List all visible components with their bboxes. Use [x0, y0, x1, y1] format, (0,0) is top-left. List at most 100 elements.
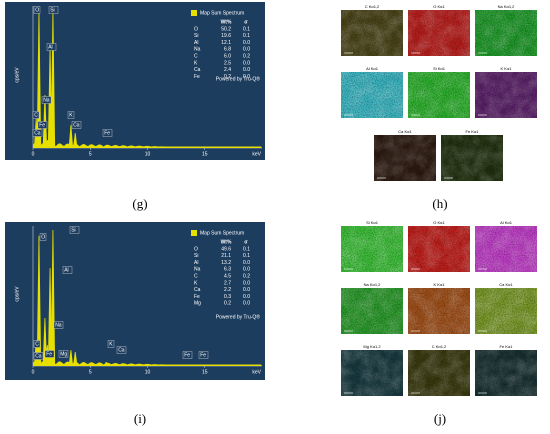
peak-label: Si — [50, 7, 54, 13]
table-cell: 0.1 — [243, 33, 250, 39]
x-unit: keV — [252, 151, 261, 157]
map-title: Fe Kα1 — [466, 129, 480, 134]
spectrum-peak — [104, 362, 109, 366]
peak-label: Si — [71, 227, 75, 233]
table-cell: Ca — [194, 287, 201, 293]
map-texture — [341, 288, 403, 334]
table-cell: 6.0 — [224, 54, 231, 60]
peak-label-box — [71, 121, 82, 129]
table-cell: C — [194, 274, 198, 280]
spectrum-peak — [68, 125, 74, 148]
map-title: Ca Kα1 — [398, 129, 412, 134]
table-cell: 0.1 — [243, 253, 250, 259]
table-cell: 0.0 — [243, 260, 250, 266]
peak-label-box — [116, 346, 127, 354]
map-title: Al Kα1 — [500, 220, 513, 225]
peak-label-box — [102, 129, 113, 137]
peak-label: O — [41, 234, 45, 240]
panel-label: (i) — [134, 411, 146, 426]
map-title: C Kα1,2 — [432, 344, 447, 349]
peak-label: C — [34, 112, 38, 118]
table-cell: 12.1 — [221, 40, 231, 46]
table-footer: Powered by Tru-Q® — [216, 313, 261, 320]
peak-label-box — [44, 350, 55, 358]
peak-label: Fe — [104, 130, 110, 136]
table-cell: O — [194, 26, 198, 32]
table-cell: C — [194, 54, 198, 60]
map-texture — [341, 10, 403, 56]
x-tick-label: 10 — [145, 151, 151, 157]
peak-label: Ca — [34, 130, 41, 136]
map-title: Fe Kα1 — [500, 344, 514, 349]
table-header: Wt% — [221, 19, 232, 25]
map-texture — [341, 350, 403, 396]
peak-label: Ca — [118, 347, 125, 353]
table-cell: 6.3 — [224, 267, 231, 273]
table-cell: Ca — [194, 67, 201, 73]
table-cell: 2.4 — [224, 67, 231, 73]
peak-label-box — [58, 350, 69, 358]
table-cell: 0.2 — [224, 301, 231, 307]
x-unit: keV — [252, 369, 261, 375]
legend-swatch — [191, 10, 197, 16]
table-cell: Na — [194, 47, 201, 53]
x-tick-label: 5 — [89, 151, 92, 157]
peak-label-box — [53, 321, 64, 329]
map-title: K Kα1 — [501, 66, 513, 71]
table-cell: O — [194, 246, 198, 252]
map-texture — [341, 72, 403, 118]
spectrum-peak — [104, 145, 109, 148]
x-tick-label: 5 — [89, 369, 92, 375]
peak-label-box — [62, 266, 73, 274]
peak-label: Fe — [184, 352, 190, 358]
peak-label-box — [33, 340, 41, 348]
spectrum-background — [33, 360, 262, 366]
map-texture — [441, 135, 503, 181]
y-axis-label: cps/eV — [14, 286, 20, 302]
peak-label-box — [46, 43, 57, 51]
peak-label-box — [69, 226, 80, 234]
table-title: Map Sum Spectrum — [200, 10, 244, 16]
table-header: σ — [244, 19, 248, 25]
map-texture — [475, 288, 537, 334]
peak-label: Ca — [35, 353, 42, 359]
peak-label-box — [32, 111, 40, 119]
map-title: Si Kα1 — [433, 66, 446, 71]
map-texture — [475, 226, 537, 272]
table-cell: 2.7 — [224, 280, 231, 286]
table-cell: 2.2 — [224, 287, 231, 293]
peak-label-box — [33, 352, 44, 360]
map-texture — [475, 10, 537, 56]
x-tick-label: 0 — [32, 151, 35, 157]
table-cell: Fe — [194, 74, 200, 80]
table-cell: 0.0 — [243, 47, 250, 53]
table-cell: 0.1 — [243, 246, 250, 252]
peak-label-box — [107, 340, 115, 348]
map-title: Ca Kα1 — [499, 282, 513, 287]
map-title: C Kα1,2 — [365, 4, 380, 9]
peak-label: K — [109, 341, 113, 347]
spectrum-background — [33, 142, 262, 148]
map-title: Al Kα1 — [366, 66, 379, 71]
spectrum-peak — [68, 350, 74, 366]
panel-label: (h) — [432, 196, 447, 211]
peak-label-box — [41, 96, 52, 104]
peak-label-box — [33, 6, 41, 14]
map-title: Na Kα1,2 — [498, 4, 516, 9]
table-cell: K — [194, 280, 198, 286]
map-title: Na Kα1,2 — [364, 282, 382, 287]
peak-label: Fe — [39, 122, 45, 128]
legend-swatch — [191, 230, 197, 236]
table-cell: 50.2 — [221, 26, 231, 32]
peak-label-box — [198, 351, 209, 359]
table-footer: Powered by Tru-Q® — [216, 75, 261, 82]
spectrum-peak — [36, 236, 42, 366]
table-cell: 4.5 — [224, 274, 231, 280]
peak-label: Mg — [60, 351, 67, 357]
x-tick-label: 15 — [202, 369, 208, 375]
table-box — [188, 228, 262, 322]
peak-label: O — [35, 7, 39, 13]
map-texture — [408, 226, 470, 272]
peak-label-box — [37, 121, 48, 129]
